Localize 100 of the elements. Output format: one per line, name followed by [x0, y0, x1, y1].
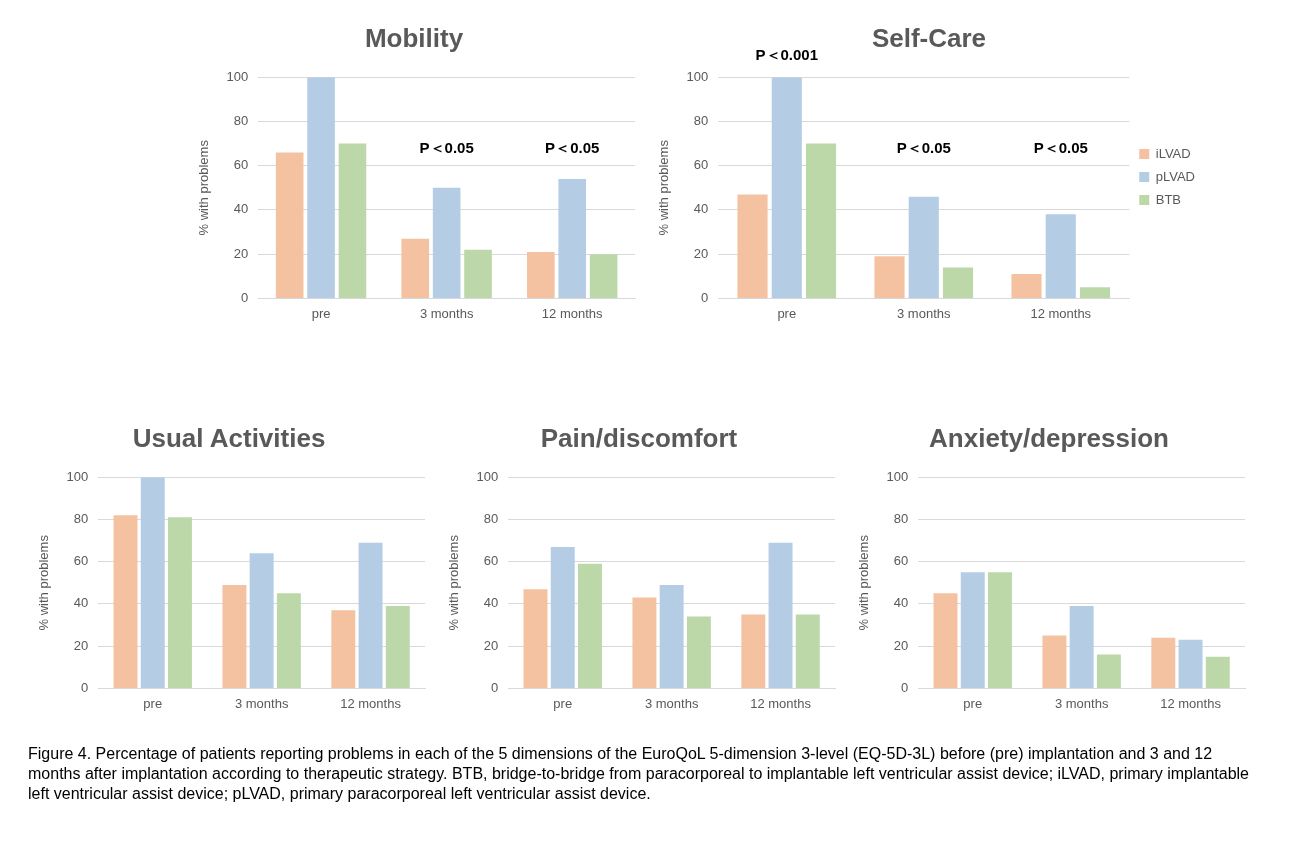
bar: [577, 563, 602, 688]
y-axis-title: % with problems: [196, 139, 212, 236]
bar: [768, 542, 793, 688]
bar: [432, 187, 461, 298]
y-tick-label: 80: [233, 113, 249, 129]
y-tick-label: 20: [483, 637, 499, 653]
x-tick-label: pre: [311, 305, 331, 321]
bar: [942, 267, 974, 298]
chart-title: Mobility: [364, 22, 464, 53]
bar: [589, 254, 618, 298]
y-tick-label: 60: [73, 553, 89, 569]
bar: [401, 238, 430, 298]
y-tick-label: 80: [893, 511, 909, 527]
bar: [987, 572, 1012, 688]
legend-label: BTB: [1155, 191, 1182, 207]
chart-title: Usual Activities: [132, 422, 326, 453]
x-tick-label: 3 months: [234, 695, 289, 711]
bar: [632, 597, 657, 688]
text: P＜0.001: [755, 45, 819, 63]
y-tick-label: 100: [476, 468, 499, 484]
chart-title: Self-Care: [871, 22, 987, 53]
y-tick-label: 0: [701, 289, 709, 305]
chart-title: Pain/discomfort: [540, 422, 738, 453]
legend-label: iLVAD: [1155, 145, 1191, 161]
x-tick-label: pre: [553, 695, 573, 711]
bar: [874, 256, 905, 298]
bar: [659, 584, 684, 688]
annotation: P＜0.05: [896, 139, 951, 157]
bar: [338, 143, 367, 298]
y-tick-label: 60: [693, 157, 709, 173]
annotation: P＜0.05: [419, 139, 474, 157]
bar: [307, 77, 335, 298]
y-tick-label: 40: [233, 201, 249, 217]
y-tick-label: 40: [483, 595, 499, 611]
bar: [1151, 637, 1176, 688]
y-tick-label: 40: [693, 201, 709, 217]
y-tick-label: 20: [893, 637, 909, 653]
bar: [1011, 274, 1042, 298]
y-tick-label: 100: [66, 468, 89, 484]
bar: [1096, 654, 1121, 688]
y-axis-title: % with problems: [36, 534, 52, 631]
bar: [771, 77, 802, 298]
x-tick-label: 3 months: [644, 695, 699, 711]
bar: [140, 477, 165, 688]
x-tick-label: 12 months: [340, 695, 402, 711]
caption: Figure 4. Percentage of patients reporting problems in each of the 5 dimensions of the EuroQoL 5-dimension 3-level (EQ-5D-3L) before (pre) implantation and 3 and 12 months after implantation according to therapeutic strategy. BTB, bridge-to-bridge from paracorporeal to implantable left ventricular assist device; iLVAD, primary implantable left ventricular assist device; pLVAD, primary paracorporeal left ventricular assist device.: [28, 744, 1250, 804]
chart-title: Anxiety/depression: [929, 422, 1169, 453]
y-tick-label: 100: [226, 68, 249, 84]
y-tick-label: 0: [901, 679, 909, 695]
y-axis-title: % with problems: [656, 139, 672, 236]
y-axis-title: % with problems: [446, 534, 462, 631]
y-tick-label: 0: [81, 679, 89, 695]
x-tick-label: pre: [777, 305, 797, 321]
y-tick-label: 80: [693, 113, 709, 129]
y-tick-label: 40: [73, 595, 89, 611]
bar: [933, 593, 958, 688]
bar: [795, 614, 820, 688]
bar: [1079, 287, 1111, 298]
bar: [358, 542, 383, 688]
y-tick-label: 80: [73, 511, 89, 527]
bar: [1205, 656, 1230, 688]
x-tick-label: 12 months: [1160, 695, 1222, 711]
bar: [527, 251, 555, 298]
bar: [908, 196, 939, 298]
legend-label: pLVAD: [1155, 168, 1196, 184]
bar: [249, 553, 274, 688]
bar: [550, 546, 575, 688]
y-axis-title: % with problems: [856, 534, 872, 631]
x-tick-label: 3 months: [419, 305, 474, 321]
x-tick-label: 3 months: [1054, 695, 1109, 711]
y-tick-label: 0: [241, 289, 249, 305]
bar: [1069, 606, 1094, 688]
y-tick-label: 40: [893, 595, 909, 611]
annotation: P＜0.05: [545, 139, 600, 157]
bar: [741, 614, 766, 688]
bar: [276, 593, 301, 688]
y-tick-label: 20: [693, 245, 709, 261]
bar: [558, 178, 587, 298]
x-tick-label: pre: [963, 695, 983, 711]
y-tick-label: 20: [233, 245, 249, 261]
bar: [167, 517, 192, 688]
y-tick-label: 100: [886, 468, 909, 484]
bar: [1042, 635, 1067, 688]
x-tick-label: pre: [143, 695, 163, 711]
y-tick-label: 60: [893, 553, 909, 569]
y-tick-label: 80: [483, 511, 499, 527]
bar: [331, 610, 356, 688]
y-tick-label: 60: [483, 553, 499, 569]
bar: [464, 249, 492, 298]
bar: [113, 515, 138, 688]
x-tick-label: 12 months: [750, 695, 812, 711]
bar: [1178, 639, 1203, 688]
bar: [805, 143, 837, 298]
y-tick-label: 60: [233, 157, 249, 173]
bar: [686, 616, 711, 688]
x-tick-label: 12 months: [1030, 305, 1092, 321]
y-tick-label: 100: [686, 68, 709, 84]
bar: [385, 606, 410, 688]
bar: [737, 194, 768, 298]
y-tick-label: 20: [73, 637, 89, 653]
